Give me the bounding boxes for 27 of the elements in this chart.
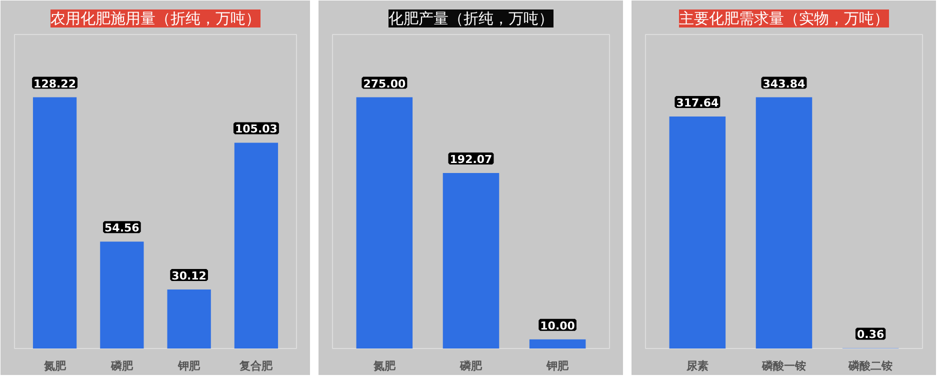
bar (234, 142, 278, 348)
data-label: 343.84 (762, 77, 806, 90)
bar (32, 97, 77, 348)
x-tick-label: 钾肥 (177, 360, 202, 372)
data-label: 128.22 (34, 77, 76, 90)
x-tick-label: 钾肥 (546, 360, 570, 372)
x-tick-label: 复合肥 (238, 360, 274, 372)
x-tick-label: 氮肥 (42, 360, 67, 372)
bar (100, 242, 144, 348)
x-tick-label: 磷肥 (459, 360, 483, 372)
data-label: 0.36 (856, 328, 884, 342)
data-label: 30.12 (172, 269, 206, 282)
bar (167, 289, 211, 348)
data-label: 10.00 (540, 319, 576, 332)
x-tick-label: 氮肥 (372, 360, 396, 372)
data-label: 275.00 (363, 77, 406, 90)
x-tick-label: 磷肥 (110, 360, 134, 372)
x-tick-label: 磷酸一铵 (761, 360, 806, 372)
x-tick-label: 磷酸二铵 (848, 360, 893, 372)
x-tick-label: 尿素 (685, 360, 708, 372)
chart-title: 主要化肥需求量（实物，万吨） (679, 10, 889, 28)
data-label: 192.07 (450, 153, 492, 166)
data-label: 105.03 (234, 122, 278, 136)
chart-title: 化肥产量（折纯，万吨） (388, 10, 554, 28)
data-label: 54.56 (104, 222, 140, 235)
chart-title: 农用化肥施用量（折纯，万吨） (50, 10, 260, 28)
data-label: 317.64 (676, 96, 720, 110)
